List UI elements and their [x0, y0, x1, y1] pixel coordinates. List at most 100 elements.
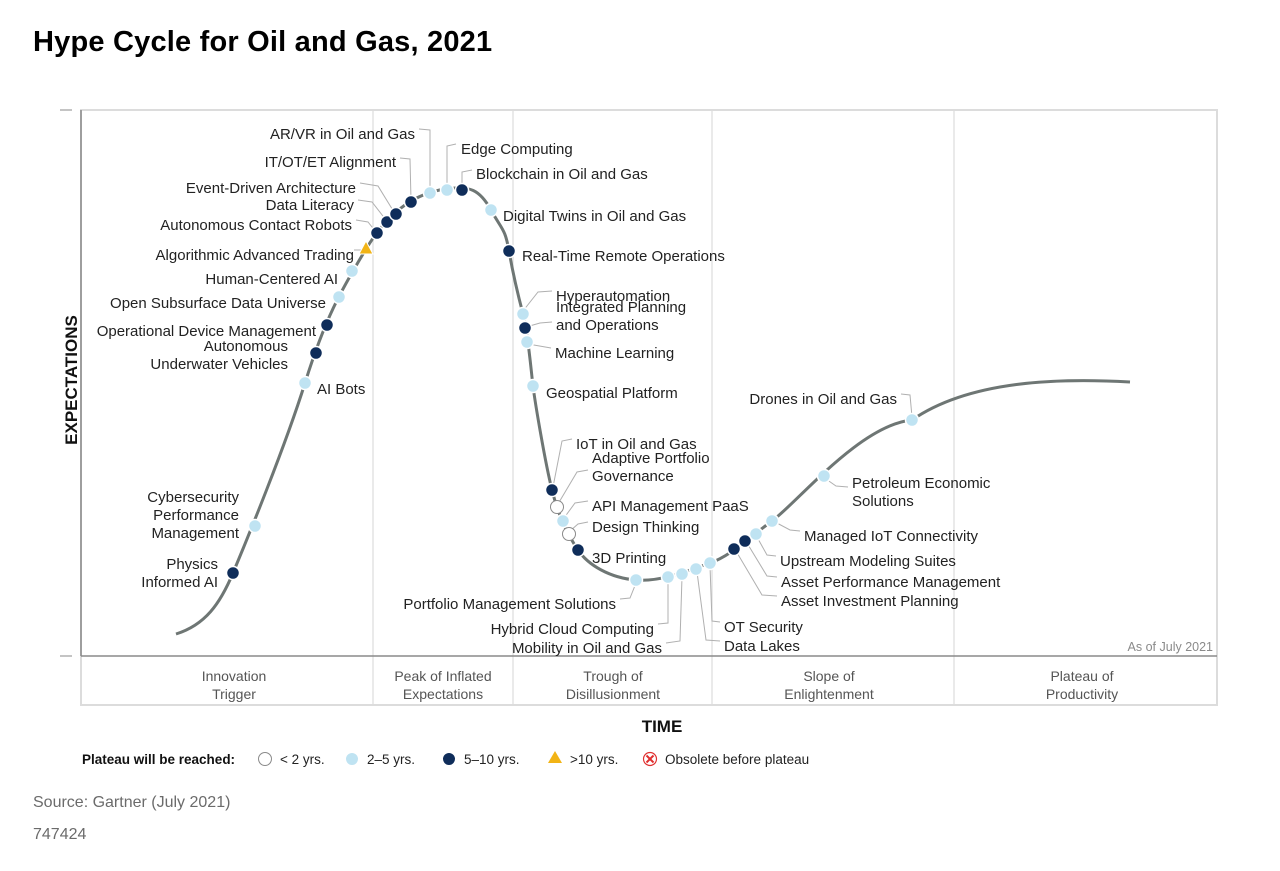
legend-2-yrs-icon — [258, 752, 272, 766]
leader-adaptive-portfolio-governance — [557, 469, 589, 505]
label-integrated-planning-and-operations: Integrated Planning and Operations — [556, 299, 686, 334]
phase-label-slope-of-enlightenment: Slope of Enlightenment — [784, 668, 874, 702]
leader-data-lakes — [696, 571, 721, 642]
marker-asset-investment-planning — [726, 541, 742, 557]
marker-petroleum-economic-solutions — [816, 468, 832, 484]
legend-5-10-yrs-label: 5–10 yrs. — [464, 752, 520, 767]
label-upstream-modeling-suites: Upstream Modeling Suites — [780, 553, 956, 570]
marker-iot-in-oil-and-gas — [544, 482, 560, 498]
leader-iot-in-oil-and-gas — [552, 438, 573, 488]
legend-5-10-yrs-icon — [442, 752, 456, 766]
legend-10-yrs-icon — [548, 751, 562, 763]
label-portfolio-management-solutions: Portfolio Management Solutions — [403, 596, 616, 613]
hype-cycle-chart: As of July 2021 Physics Informed AI Cybers… — [60, 109, 1218, 767]
leader-managed-iot-connectivity — [774, 521, 801, 532]
plot-border — [80, 109, 1218, 706]
marker-design-thinking — [562, 527, 576, 541]
leader-it-ot-et-alignment — [399, 157, 412, 201]
leader-upstream-modeling-suites — [756, 536, 777, 557]
marker-it-ot-et-alignment — [403, 194, 419, 210]
label-3d-printing: 3D Printing — [592, 550, 666, 567]
leader-asset-performance-management — [746, 542, 778, 578]
label-data-lakes: Data Lakes — [724, 638, 800, 655]
marker-autonomous-underwater-vehicles — [308, 345, 324, 361]
marker-cybersecurity-performance-management — [247, 518, 263, 534]
marker-machine-learning — [519, 334, 535, 350]
leader-mobility-in-oil-and-gas — [665, 576, 683, 644]
label-ot-security: OT Security — [724, 619, 803, 636]
marker-hyperautomation — [515, 306, 531, 322]
label-adaptive-portfolio-governance: Adaptive Portfolio Governance — [592, 450, 710, 485]
label-hyperautomation: Hyperautomation — [556, 288, 670, 305]
axis-labels: TIME EXPECTATIONS — [62, 315, 682, 736]
phase-label-trough-of-disillusionment: Trough of Disillusionment — [566, 668, 660, 702]
marker-drones-in-oil-and-gas — [904, 412, 920, 428]
label-digital-twins-in-oil-and-gas: Digital Twins in Oil and Gas — [503, 208, 686, 225]
marker-physics-informed-ai — [225, 565, 241, 581]
leader-event-driven-architecture — [359, 182, 395, 213]
label-ar-vr-in-oil-and-gas: AR/VR in Oil and Gas — [270, 126, 415, 143]
technology-markers — [225, 182, 920, 588]
marker-data-literacy — [379, 214, 395, 230]
label-design-thinking: Design Thinking — [592, 519, 699, 536]
marker-autonomous-contact-robots — [369, 225, 385, 241]
source-note: Source: Gartner (July 2021) — [33, 794, 231, 811]
label-operational-device-management: Operational Device Management — [97, 323, 317, 340]
label-autonomous-underwater-vehicles: Autonomous Underwater Vehicles — [150, 338, 288, 373]
marker-integrated-planning-and-operations — [517, 320, 533, 336]
label-asset-performance-management: Asset Performance Management — [781, 574, 1001, 591]
legend-2-5-yrs-label: 2–5 yrs. — [367, 752, 415, 767]
page-title: Hype Cycle for Oil and Gas, 2021 — [33, 26, 493, 58]
label-event-driven-architecture: Event-Driven Architecture — [186, 180, 356, 197]
leader-petroleum-economic-solutions — [825, 478, 849, 488]
label-asset-investment-planning: Asset Investment Planning — [781, 593, 959, 610]
leader-portfolio-management-solutions — [619, 582, 637, 600]
label-drones-in-oil-and-gas: Drones in Oil and Gas — [749, 391, 897, 408]
legend-title: Plateau will be reached: — [82, 752, 235, 767]
phase-label-peak-of-inflated-expectations: Peak of Inflated Expectations — [394, 668, 491, 702]
marker-ar-vr-in-oil-and-gas — [422, 185, 438, 201]
phase-labels: Innovation Trigger Peak of Inflated Expecta… — [202, 668, 1118, 702]
label-cybersecurity-performance-management: Cybersecurity Performance Management — [147, 489, 240, 542]
leader-edge-computing — [446, 143, 457, 187]
label-geospatial-platform: Geospatial Platform — [546, 385, 678, 402]
legend-obsolete-before-plateau-label: Obsolete before plateau — [665, 752, 809, 767]
marker-algorithmic-advanced-trading — [358, 239, 374, 255]
leader-ar-vr-in-oil-and-gas — [418, 128, 431, 190]
label-mobility-in-oil-and-gas: Mobility in Oil and Gas — [512, 640, 662, 657]
label-blockchain-in-oil-and-gas: Blockchain in Oil and Gas — [476, 166, 648, 183]
label-hybrid-cloud-computing: Hybrid Cloud Computing — [491, 621, 654, 638]
legend-2-5-yrs-icon — [345, 752, 359, 766]
label-edge-computing: Edge Computing — [461, 141, 573, 158]
label-open-subsurface-data-universe: Open Subsurface Data Universe — [110, 295, 326, 312]
legend: Plateau will be reached: < 2 yrs. 2–5 yrs.… — [82, 751, 809, 767]
legend-10-yrs-label: >10 yrs. — [570, 752, 618, 767]
marker-real-time-remote-operations — [501, 243, 517, 259]
marker-event-driven-architecture — [388, 206, 404, 222]
marker-digital-twins-in-oil-and-gas — [483, 202, 499, 218]
label-data-literacy: Data Literacy — [266, 197, 355, 214]
marker-hybrid-cloud-computing — [660, 569, 676, 585]
leader-data-literacy — [357, 199, 387, 221]
marker-ai-bots — [297, 375, 313, 391]
label-physics-informed-ai: Physics Informed AI — [141, 556, 218, 591]
chart-frame: As of July 2021 — [60, 109, 1218, 706]
as-of-note: As of July 2021 — [1128, 640, 1214, 654]
x-axis-label: TIME — [642, 717, 683, 736]
marker-open-subsurface-data-universe — [331, 289, 347, 305]
marker-data-lakes — [688, 561, 704, 577]
marker-ot-security — [702, 555, 718, 571]
marker-mobility-in-oil-and-gas — [674, 566, 690, 582]
marker-portfolio-management-solutions — [628, 572, 644, 588]
label-iot-in-oil-and-gas: IoT in Oil and Gas — [576, 436, 697, 453]
label-managed-iot-connectivity: Managed IoT Connectivity — [804, 528, 978, 545]
leader-api-management-paas — [563, 500, 589, 519]
phase-label-innovation-trigger: Innovation Trigger — [202, 668, 267, 702]
hype-curve — [175, 186, 1131, 636]
leader-hybrid-cloud-computing — [657, 580, 669, 625]
label-machine-learning: Machine Learning — [555, 345, 674, 362]
marker-edge-computing — [439, 182, 455, 198]
marker-api-management-paas — [555, 513, 571, 529]
leader-blockchain-in-oil-and-gas — [461, 169, 473, 187]
label-it-ot-et-alignment: IT/OT/ET Alignment — [265, 154, 397, 171]
